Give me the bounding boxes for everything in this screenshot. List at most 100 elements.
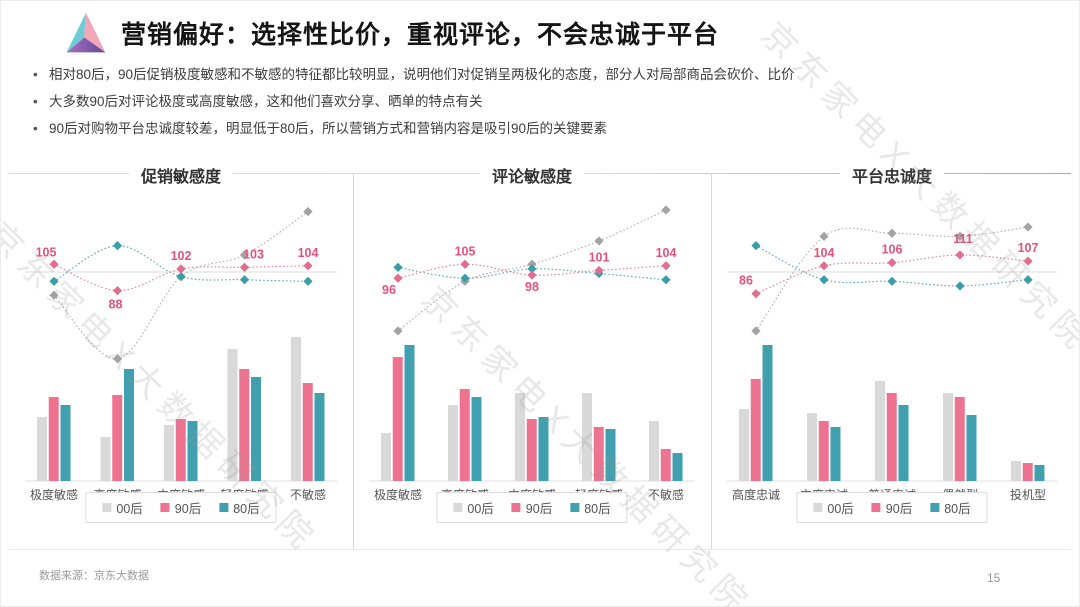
bar (101, 437, 111, 481)
bar (176, 419, 186, 481)
data-label: 98 (525, 280, 539, 294)
legend-item-00后: 00后 (813, 498, 853, 517)
legend-label: 00后 (827, 498, 853, 517)
bar (661, 449, 671, 481)
diamond-marker (751, 326, 760, 335)
bar (1011, 461, 1021, 481)
bar (239, 369, 249, 481)
brand-triangle-logo-icon (63, 11, 109, 55)
chart-panel-platform-loyalty: 86104106111107高度忠诚中度忠诚普通忠诚偶然型投机型00后90后80… (711, 173, 1073, 549)
diamond-marker (887, 277, 896, 286)
diamond-marker (594, 236, 603, 245)
diamond-marker (1023, 275, 1032, 284)
page-number: 15 (987, 571, 1000, 585)
bar (831, 427, 841, 481)
bullet-dot: • (33, 115, 49, 142)
diamond-marker (819, 275, 828, 284)
legend-swatch (930, 503, 939, 512)
legend-item-80后: 80后 (930, 498, 970, 517)
legend-label: 00后 (116, 498, 142, 517)
slide: 营销偏好：选择性比价，重视评论，不会忠诚于平台 •相对80后，90后促销极度敏感… (0, 0, 1080, 607)
data-label: 103 (243, 247, 264, 261)
data-label: 106 (882, 243, 903, 257)
bar (405, 345, 415, 481)
x-axis-label: 不敏感 (648, 487, 684, 502)
bar (899, 405, 909, 481)
chart-title-promotion: 促销敏感度 (9, 163, 353, 185)
legend-item-00后: 00后 (453, 498, 493, 517)
bar (594, 427, 604, 481)
data-label: 105 (455, 244, 476, 258)
bullet-dot: • (33, 61, 49, 88)
legend-label: 80后 (584, 498, 610, 517)
bar (188, 421, 198, 481)
bar-series-00后 (739, 381, 1021, 481)
diamond-marker (887, 258, 896, 267)
legend-item-90后: 90后 (512, 498, 552, 517)
legend-swatch (570, 503, 579, 512)
bar (739, 409, 749, 481)
diamond-marker (113, 241, 122, 250)
data-label: 101 (589, 250, 610, 264)
chart-title-review: 评论敏感度 (353, 163, 711, 185)
diamond-marker (887, 229, 896, 238)
diamond-marker (460, 260, 469, 269)
bullet-item: •大多数90后对评论极度或高度敏感，这和他们喜欢分享、晒单的特点有关 (33, 88, 933, 115)
diamond-marker (661, 261, 670, 270)
diamond-marker (751, 241, 760, 250)
bar (967, 415, 977, 481)
x-axis-label: 极度敏感 (374, 487, 422, 502)
bar (1035, 465, 1045, 481)
legend-item-90后: 90后 (161, 498, 201, 517)
legend-swatch (219, 503, 228, 512)
bar-series-90后 (49, 369, 313, 481)
data-label: 88 (109, 298, 123, 312)
diamond-marker (955, 281, 964, 290)
diamond-marker (49, 277, 58, 286)
diamond-marker (393, 274, 402, 283)
bar-series-90后 (393, 357, 671, 481)
line-series-00后 (49, 207, 312, 363)
diamond-marker (661, 205, 670, 214)
bullet-list: •相对80后，90后促销极度敏感和不敏感的特征都比较明显，说明他们对促销呈两极化… (33, 61, 933, 142)
legend-label: 80后 (233, 498, 259, 517)
diamond-marker (303, 207, 312, 216)
diamond-marker (1023, 222, 1032, 231)
data-label: 102 (171, 249, 192, 263)
slide-header: 营销偏好：选择性比价，重视评论，不会忠诚于平台 (63, 11, 719, 55)
chart-panel-review-sensitivity: 9610598101104极度敏感高度敏感中度敏感轻度敏感不敏感00后90后80… (353, 173, 711, 549)
bullet-text: 大多数90后对评论极度或高度敏感，这和他们喜欢分享、晒单的特点有关 (49, 88, 483, 115)
diamond-marker (240, 263, 249, 272)
legend-label: 90后 (175, 498, 201, 517)
bullet-item: •90后对购物平台忠诚度较差，明显低于80后，所以营销方式和营销内容是吸引90后… (33, 115, 933, 142)
x-axis-label: 高度忠诚 (732, 487, 780, 502)
bar (943, 393, 953, 481)
bar-series-00后 (381, 393, 659, 481)
bar (124, 369, 134, 481)
diamond-marker (751, 289, 760, 298)
bar (61, 405, 71, 481)
diamond-marker (661, 275, 670, 284)
bar (955, 397, 965, 481)
bar (381, 433, 391, 481)
bar (472, 397, 482, 481)
bar (1023, 463, 1033, 481)
legend-swatch (453, 503, 462, 512)
legend-label: 00后 (467, 498, 493, 517)
bar (315, 393, 325, 481)
bar (539, 417, 549, 481)
legend-item-00后: 00后 (102, 498, 142, 517)
line-series-90后 (751, 250, 1032, 298)
diamond-marker (49, 260, 58, 269)
legend-label: 90后 (886, 498, 912, 517)
bullet-item: •相对80后，90后促销极度敏感和不敏感的特征都比较明显，说明他们对促销呈两极化… (33, 61, 933, 88)
chart-panel-promotion-sensitivity: 10588102103104极度敏感高度敏感中度敏感轻度敏感不敏感00后90后8… (9, 173, 353, 549)
diamond-marker (819, 232, 828, 241)
bar (875, 381, 885, 481)
data-label: 107 (1018, 241, 1039, 255)
data-label: 104 (656, 246, 677, 260)
legend-item-80后: 80后 (570, 498, 610, 517)
diamond-marker (303, 261, 312, 270)
data-label: 96 (382, 283, 396, 297)
bar (819, 421, 829, 481)
